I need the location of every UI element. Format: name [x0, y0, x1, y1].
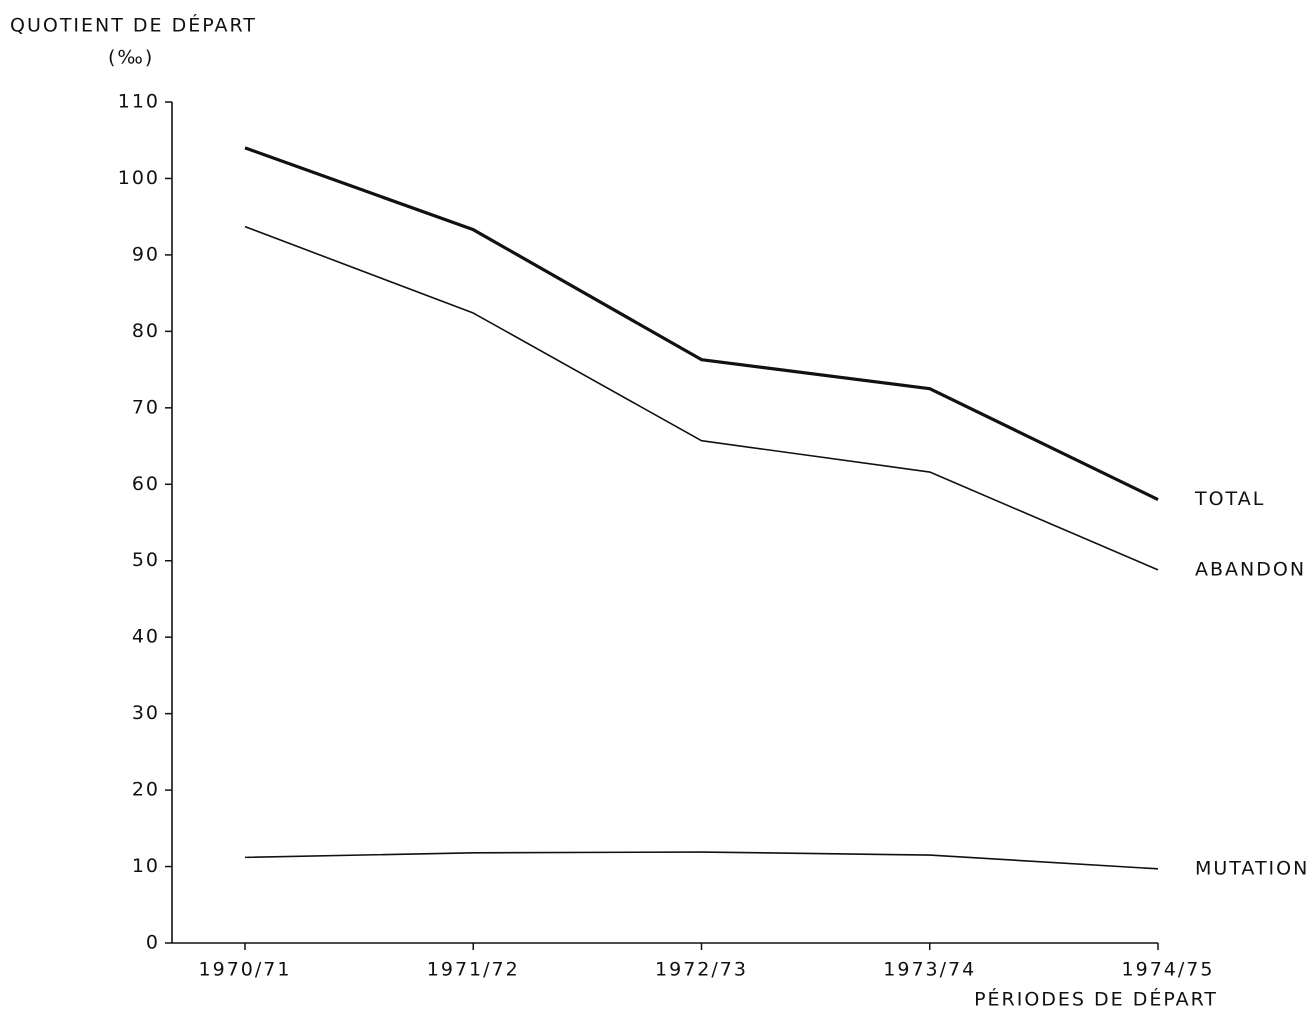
x-tick-label: 1973/74 [883, 959, 976, 981]
y-tick-label: 90 [132, 243, 160, 265]
y-axis-unit: (‰) [108, 47, 154, 69]
y-tick-label: 30 [132, 702, 160, 724]
x-tick-label: 1974/75 [1122, 959, 1215, 981]
y-tick-label: 110 [118, 91, 160, 113]
y-tick-label: 100 [118, 167, 160, 189]
x-tick-label: 1971/72 [427, 959, 520, 981]
line [244, 851, 1159, 870]
y-tick-label: 10 [132, 855, 160, 877]
y-axis-title: QUOTIENT DE DÉPART [10, 14, 257, 37]
y-tick-label: 70 [132, 396, 160, 418]
y-tick-label: 60 [132, 473, 160, 495]
y-tick-label: 0 [146, 932, 160, 954]
series-label: TOTAL [1194, 488, 1265, 510]
x-tick-label: 1972/73 [655, 959, 748, 981]
x-axis-title: PÉRIODES DE DÉPART [974, 988, 1218, 1011]
y-tick-label: 40 [132, 626, 160, 648]
series-label: MUTATION [1195, 857, 1309, 879]
y-tick-label: 80 [132, 320, 160, 342]
y-tick-label: 20 [132, 779, 160, 801]
line [244, 225, 1159, 571]
x-tick-label: 1970/71 [199, 959, 292, 981]
series-label: ABANDON [1195, 558, 1306, 580]
y-tick-label: 50 [132, 549, 160, 571]
line [244, 146, 1159, 502]
